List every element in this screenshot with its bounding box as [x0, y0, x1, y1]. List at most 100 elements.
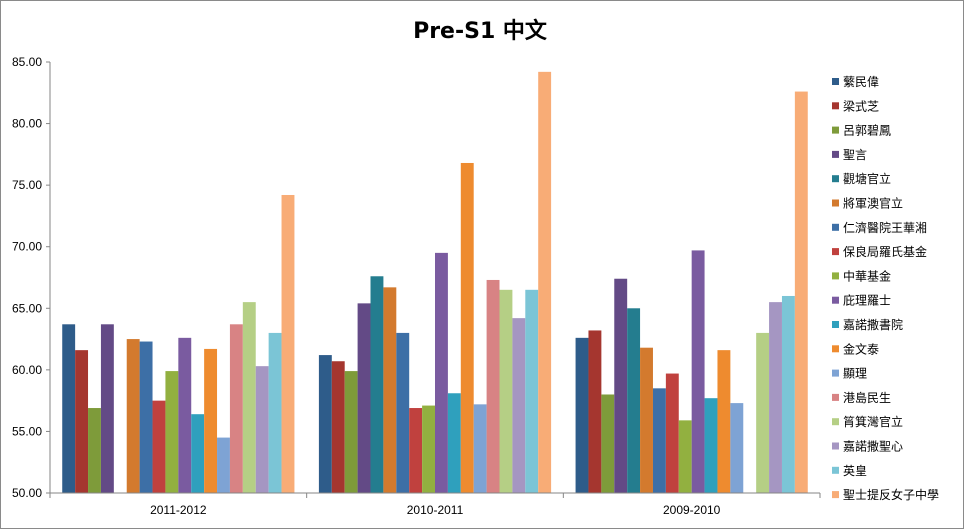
bar — [614, 278, 628, 493]
y-tick-label: 80.00 — [12, 117, 42, 131]
legend-swatch — [832, 78, 839, 85]
legend-label: 聖士提反女子中學 — [843, 487, 939, 502]
axes-layer: 50.00 55.00 60.00 65.00 70.00 75.00 80.00 85.00… — [12, 55, 821, 517]
legend-label: 保良局羅氏基金 — [843, 244, 927, 259]
bar — [178, 337, 192, 493]
legend-label: 觀塘官立 — [843, 171, 891, 186]
bar — [538, 71, 552, 493]
bar — [75, 350, 89, 493]
bar — [730, 403, 744, 493]
bar — [691, 250, 705, 493]
legend-label: 金文泰 — [843, 341, 879, 356]
legend-label: 聖言 — [843, 148, 867, 162]
legend-swatch — [832, 272, 839, 280]
bar — [627, 308, 641, 493]
bar — [601, 394, 615, 493]
bar — [268, 332, 282, 493]
bar — [756, 332, 770, 493]
legend-swatch — [832, 321, 839, 328]
legend-swatch — [832, 491, 839, 499]
bar — [704, 398, 718, 493]
bar — [281, 194, 295, 493]
bar — [717, 350, 731, 493]
bar — [396, 332, 410, 493]
legend-label: 將軍澳官立 — [843, 196, 903, 211]
chart-title: Pre-S1 中文 — [413, 18, 548, 44]
bar — [331, 361, 345, 493]
legend-swatch — [832, 126, 839, 134]
bar — [88, 408, 101, 493]
legend-label: 英皇 — [843, 464, 867, 478]
y-tick-label: 85.00 — [12, 55, 42, 69]
bar — [794, 91, 808, 493]
bar — [575, 337, 589, 493]
legend-label: 嘉諾撒書院 — [843, 317, 903, 332]
legend-swatch — [832, 393, 839, 401]
y-tick-label: 60.00 — [12, 363, 42, 377]
legend-label: 呂郭碧鳳 — [843, 124, 891, 138]
legend-swatch — [832, 150, 839, 158]
legend-label: 顯理 — [843, 367, 867, 381]
bar — [370, 276, 384, 493]
legend-swatch — [832, 418, 839, 426]
legend-label: 仁濟醫院王華湘 — [843, 220, 927, 235]
bar — [344, 371, 358, 493]
bar — [126, 339, 140, 493]
bar — [191, 414, 205, 493]
bar — [525, 289, 539, 493]
x-tick-label: 2011-2012 — [150, 503, 207, 517]
bar — [255, 366, 269, 493]
legend-label: 嘉諾撒聖心 — [843, 439, 903, 454]
bar — [473, 404, 487, 493]
bar — [229, 324, 243, 493]
bar — [318, 355, 332, 493]
bar — [357, 303, 371, 493]
legend-swatch — [832, 296, 839, 304]
bar — [435, 252, 448, 493]
legend-swatch — [832, 102, 839, 110]
y-tick-label: 75.00 — [12, 178, 42, 192]
y-tick-label: 50.00 — [12, 486, 42, 500]
bar — [165, 371, 179, 493]
bar — [769, 302, 782, 493]
bar — [62, 324, 76, 493]
bar — [100, 324, 114, 493]
legend-label: 梁式芝 — [843, 98, 879, 113]
bar — [409, 408, 423, 493]
bar — [242, 302, 256, 493]
legend-swatch — [832, 199, 839, 207]
y-tick-label: 65.00 — [12, 301, 42, 315]
y-tick-label: 55.00 — [12, 424, 42, 438]
bar — [139, 341, 153, 493]
legend-label: 港島民生 — [843, 390, 891, 405]
bar — [460, 162, 474, 493]
bars-layer — [62, 71, 808, 493]
legend-label: 蘩民偉 — [843, 75, 879, 89]
x-tick-label: 2010-2011 — [407, 503, 464, 517]
y-tick-label: 70.00 — [12, 240, 42, 254]
legend: 蘩民偉梁式芝呂郭碧鳳聖言觀塘官立將軍澳官立仁濟醫院王華湘保良局羅氏基金中華基金庇… — [832, 75, 939, 502]
bar — [422, 405, 435, 493]
legend-label: 中華基金 — [843, 268, 891, 283]
legend-swatch — [832, 223, 839, 231]
x-tick-label: 2009-2010 — [663, 503, 721, 517]
legend-swatch — [832, 442, 839, 450]
legend-swatch — [832, 369, 839, 377]
legend-swatch — [832, 175, 839, 183]
legend-label: 筲箕灣官立 — [843, 414, 903, 429]
bar — [665, 373, 679, 493]
bar — [447, 393, 461, 493]
bar — [383, 287, 397, 493]
legend-label: 庇理羅士 — [843, 293, 891, 308]
bar — [486, 279, 500, 493]
bar — [678, 420, 692, 493]
legend-swatch — [832, 466, 839, 474]
legend-swatch — [832, 248, 839, 256]
bar — [588, 330, 602, 493]
bar — [640, 347, 653, 493]
bar — [652, 388, 666, 493]
bar — [499, 289, 513, 493]
bar — [512, 318, 526, 493]
bar — [204, 348, 218, 493]
